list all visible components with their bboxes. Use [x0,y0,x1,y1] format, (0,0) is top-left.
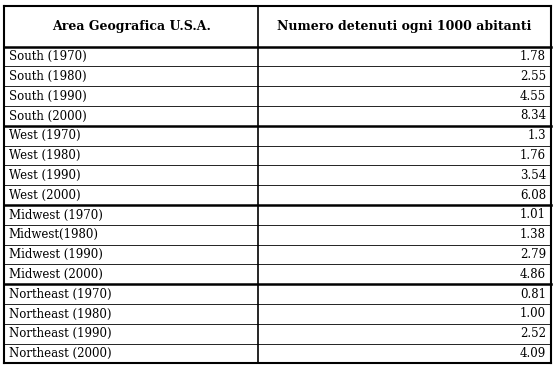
Text: 2.52: 2.52 [520,327,546,340]
Text: Midwest (1990): Midwest (1990) [9,248,103,261]
Text: Northeast (1980): Northeast (1980) [9,307,112,320]
Text: Northeast (1990): Northeast (1990) [9,327,112,340]
Text: 0.81: 0.81 [520,288,546,301]
Text: South (1970): South (1970) [9,50,87,63]
Text: Midwest (1970): Midwest (1970) [9,208,103,221]
Text: West (1980): West (1980) [9,149,80,162]
Text: Northeast (2000): Northeast (2000) [9,347,112,360]
Text: 1.38: 1.38 [520,228,546,241]
Text: Area Geografica U.S.A.: Area Geografica U.S.A. [52,20,211,32]
Text: Midwest (2000): Midwest (2000) [9,268,103,281]
Text: 6.08: 6.08 [520,189,546,202]
Text: West (2000): West (2000) [9,189,80,202]
Text: Northeast (1970): Northeast (1970) [9,288,112,301]
Text: 8.34: 8.34 [520,110,546,123]
Text: 3.54: 3.54 [520,169,546,182]
Text: West (1990): West (1990) [9,169,80,182]
Text: 4.09: 4.09 [520,347,546,360]
Text: 1.00: 1.00 [520,307,546,320]
Text: South (1980): South (1980) [9,70,87,83]
Text: South (2000): South (2000) [9,110,87,123]
Text: Numero detenuti ogni 1000 abitanti: Numero detenuti ogni 1000 abitanti [278,20,532,32]
Text: 2.55: 2.55 [520,70,546,83]
Text: 1.01: 1.01 [520,208,546,221]
Text: 2.79: 2.79 [520,248,546,261]
Text: 4.86: 4.86 [520,268,546,281]
Text: 1.78: 1.78 [520,50,546,63]
Text: South (1990): South (1990) [9,90,87,103]
Text: West (1970): West (1970) [9,129,80,142]
Text: 1.76: 1.76 [520,149,546,162]
Text: 4.55: 4.55 [520,90,546,103]
Text: Midwest(1980): Midwest(1980) [9,228,99,241]
Text: 1.3: 1.3 [527,129,546,142]
